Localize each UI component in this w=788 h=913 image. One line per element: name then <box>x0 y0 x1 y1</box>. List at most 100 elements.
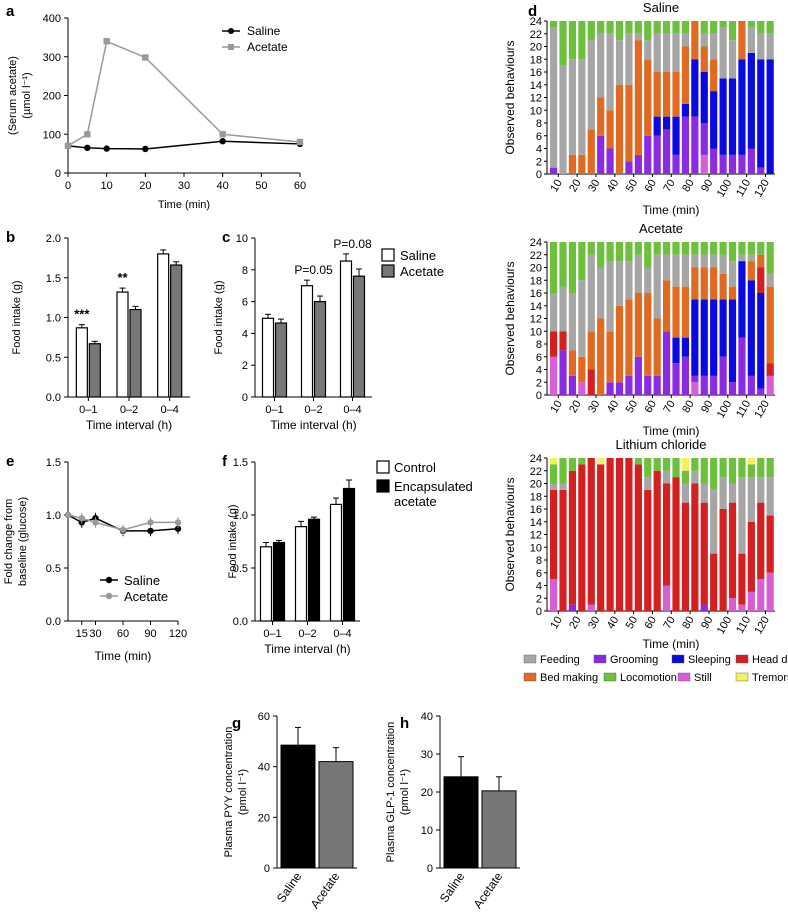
bar-segment-feeding <box>728 483 737 503</box>
bar-segment-sleeping <box>719 78 727 155</box>
bar-control <box>294 526 308 622</box>
bar-segment-bed-making <box>691 21 699 60</box>
data-point-acetate <box>78 514 85 522</box>
x-axis-label: Time (min) <box>643 424 700 438</box>
significance-label: P=0.05 <box>294 263 333 277</box>
bar-segment-locomotion <box>766 21 774 34</box>
x-tick-label: 70 <box>661 615 678 632</box>
bar-segment-locomotion <box>681 21 690 34</box>
bar-segment-locomotion <box>672 242 680 255</box>
x-tick-label: 50 <box>624 178 641 195</box>
bar-segment-feeding <box>559 65 567 174</box>
bar-segment-feeding <box>710 254 718 268</box>
bar-control <box>329 503 343 622</box>
bar-segment-bed-making <box>663 72 671 117</box>
bar-segment-locomotion <box>738 242 746 255</box>
bar-segment-locomotion <box>644 21 652 41</box>
legend-swatch-grooming <box>593 654 607 664</box>
behaviour-legend: Feeding Grooming Sleeping Head down Bed maki… <box>523 654 788 684</box>
bar-segment-feeding <box>653 33 661 72</box>
y-tick-label: 1.0 <box>233 510 248 522</box>
bar-segment-feeding <box>728 261 737 287</box>
data-point-acetate <box>64 511 72 519</box>
legend-label: Control <box>394 460 436 475</box>
bar-segment-locomotion <box>568 21 577 60</box>
bar-segment-feeding <box>625 33 633 85</box>
x-tick-label: 70 <box>661 399 678 416</box>
x-tick-label: 100 <box>715 399 735 421</box>
legend-label: Locomotion <box>620 672 677 684</box>
y-tick-label: 18 <box>530 491 542 503</box>
bar-segment-bed-making <box>587 129 595 174</box>
bar-segment-sleeping <box>691 59 699 117</box>
bar-segment-grooming <box>550 167 558 174</box>
significance-label: P=0.08 <box>333 237 372 251</box>
legend-swatch <box>376 460 390 474</box>
bar-segment-grooming <box>691 375 699 383</box>
bar-segment-head-down <box>747 521 755 592</box>
data-point-acetate <box>64 142 72 150</box>
y-tick-label: 2 <box>242 360 248 372</box>
bar-segment-grooming <box>653 135 661 174</box>
bar-encapsulated-acetate <box>307 518 321 622</box>
bar-segment-locomotion <box>615 242 624 262</box>
bar-segment-bed-making <box>653 318 661 376</box>
bar-segment-head-down <box>559 331 567 351</box>
bar-segment-grooming <box>700 604 708 611</box>
legend-swatch-head-down <box>735 654 749 664</box>
bar-segment-locomotion <box>691 242 699 255</box>
bar-segment-locomotion <box>625 242 633 262</box>
bar-segment-feeding <box>550 27 558 168</box>
bar-segment-grooming <box>681 356 690 395</box>
x-tick-label: 100 <box>715 178 735 200</box>
legend-swatch-tremors <box>735 672 749 682</box>
y-tick-label: 14 <box>530 80 542 92</box>
bar-segment-bed-making <box>644 293 652 376</box>
bar-segment-head-down <box>757 502 765 580</box>
bar-acetate <box>274 322 288 398</box>
x-tick-label: 60 <box>117 628 129 640</box>
bar-segment-bed-making <box>710 267 718 300</box>
bar-segment-grooming <box>568 375 577 395</box>
bar-segment-locomotion <box>757 21 765 34</box>
panel-letter: e <box>6 453 14 470</box>
bar-saline <box>443 776 479 869</box>
y-axis-label: Food intake (g) <box>11 281 23 355</box>
x-tick-label: 80 <box>680 178 697 195</box>
data-point-acetate <box>147 519 154 526</box>
y-tick-label: 20 <box>530 263 542 275</box>
bar-segment-locomotion <box>700 21 708 34</box>
bar-segment-sleeping <box>691 299 699 376</box>
bar-segment-feeding <box>681 483 690 503</box>
y-tick-label: 20 <box>258 812 270 824</box>
y-axis-label: (pmol l⁻¹) <box>399 769 411 815</box>
bar-segment-feeding <box>710 489 718 554</box>
bar-segment-head-down <box>691 483 699 611</box>
bar-segment-feeding <box>757 33 765 60</box>
bar-segment-grooming <box>719 356 727 395</box>
y-tick-label: 0.5 <box>233 563 248 575</box>
bar-encapsulated-acetate <box>342 487 356 622</box>
data-point-acetate <box>119 526 127 534</box>
bar-segment-feeding <box>700 33 708 47</box>
bar-segment-head-down <box>653 470 661 611</box>
x-tick-label: 70 <box>661 178 678 195</box>
x-tick-label: 0–1 <box>265 404 283 416</box>
bar-segment-head-down <box>766 363 774 376</box>
legend-marker <box>105 592 113 600</box>
bar-segment-head-down <box>550 489 558 580</box>
legend-swatch-sleeping <box>671 654 685 664</box>
bar-segment-head-down <box>663 483 671 586</box>
bar-segment-sleeping <box>710 299 718 376</box>
x-tick-label: 0–1 <box>263 628 281 640</box>
bar-segment-bed-making <box>653 72 661 117</box>
bar-segment-feeding <box>663 470 671 484</box>
legend-swatch-locomotion <box>603 672 617 682</box>
y-tick-label: 10 <box>236 233 248 245</box>
bar-segment-grooming <box>710 375 718 395</box>
legend-label: Head down <box>752 654 788 666</box>
bar-segment-locomotion <box>615 21 624 41</box>
bar-segment-locomotion <box>728 458 737 484</box>
x-tick-label: 0–4 <box>343 404 361 416</box>
bar-segment-locomotion <box>747 242 755 255</box>
